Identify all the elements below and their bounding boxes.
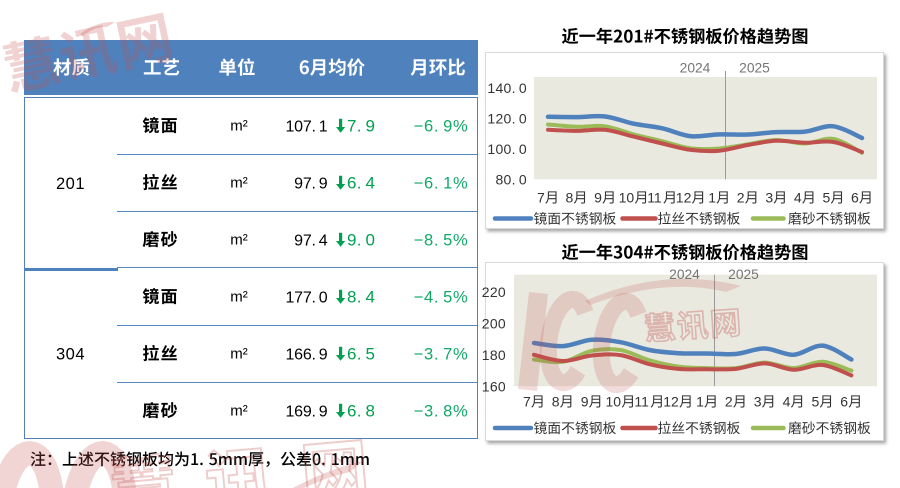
svg-text:120. 0: 120. 0 xyxy=(487,111,527,127)
svg-text:97. 9: 97. 9 xyxy=(294,176,328,193)
svg-text:4: 4 xyxy=(783,394,791,410)
svg-text:8. 4: 8. 4 xyxy=(347,288,375,307)
svg-text:11: 11 xyxy=(634,394,649,410)
svg-text:−6. 1%: −6. 1% xyxy=(414,175,469,193)
svg-text:m²: m² xyxy=(230,175,248,192)
svg-text:7: 7 xyxy=(523,394,531,410)
svg-text:12: 12 xyxy=(663,394,679,410)
svg-text:−6. 9%: −6. 9% xyxy=(414,118,469,136)
svg-text:m²: m² xyxy=(230,232,248,249)
svg-text:166. 9: 166. 9 xyxy=(285,347,327,364)
svg-text:3: 3 xyxy=(754,394,762,410)
svg-text:m²: m² xyxy=(230,289,248,306)
svg-text:m²: m² xyxy=(230,403,248,420)
svg-text:9. 0: 9. 0 xyxy=(347,231,375,250)
svg-text:2: 2 xyxy=(725,394,733,410)
svg-text:9: 9 xyxy=(581,394,589,410)
svg-text:−3. 8%: −3. 8% xyxy=(414,403,469,421)
svg-text:177. 0: 177. 0 xyxy=(285,290,327,307)
svg-text:7. 9: 7. 9 xyxy=(347,117,375,136)
svg-text:6. 5: 6. 5 xyxy=(347,345,375,364)
svg-text:5: 5 xyxy=(812,394,820,410)
svg-text:8: 8 xyxy=(552,394,560,410)
svg-text:169. 9: 169. 9 xyxy=(285,404,327,421)
svg-text:97. 4: 97. 4 xyxy=(294,233,328,250)
svg-text:2025: 2025 xyxy=(739,61,770,76)
svg-text:201: 201 xyxy=(56,175,85,193)
svg-text:6: 6 xyxy=(851,190,859,206)
svg-text:2024: 2024 xyxy=(669,267,700,282)
svg-text:11: 11 xyxy=(647,190,662,206)
svg-text:2: 2 xyxy=(737,190,745,206)
svg-text:6. 8: 6. 8 xyxy=(347,402,375,421)
svg-text:−8. 5%: −8. 5% xyxy=(414,232,469,250)
svg-text:5: 5 xyxy=(823,190,831,206)
svg-text:107. 1: 107. 1 xyxy=(285,119,327,136)
svg-text:180: 180 xyxy=(482,347,506,363)
svg-text:8: 8 xyxy=(566,190,574,206)
svg-text:−4. 5%: −4. 5% xyxy=(414,289,469,307)
svg-text:7: 7 xyxy=(537,190,545,206)
svg-text:80. 0: 80. 0 xyxy=(495,172,527,188)
svg-text:10: 10 xyxy=(606,394,622,410)
svg-text:1: 1 xyxy=(696,394,704,410)
svg-text:304: 304 xyxy=(56,346,85,364)
svg-text:220: 220 xyxy=(482,284,506,300)
svg-text:−3. 7%: −3. 7% xyxy=(414,346,469,364)
svg-text:200: 200 xyxy=(482,316,506,332)
svg-text:9: 9 xyxy=(594,190,602,206)
svg-text:m²: m² xyxy=(230,346,248,363)
svg-text:2024: 2024 xyxy=(680,61,711,76)
svg-text:6: 6 xyxy=(840,394,848,410)
svg-text:6. 4: 6. 4 xyxy=(347,174,375,193)
svg-text:3: 3 xyxy=(765,190,773,206)
svg-text:2025: 2025 xyxy=(728,267,759,282)
svg-text:10: 10 xyxy=(619,190,635,206)
svg-text:140. 0: 140. 0 xyxy=(487,80,527,96)
svg-text:100. 0: 100. 0 xyxy=(487,141,527,157)
svg-text:1: 1 xyxy=(708,190,716,206)
svg-text:12: 12 xyxy=(676,190,692,206)
svg-text:4: 4 xyxy=(794,190,802,206)
svg-text:m²: m² xyxy=(230,118,248,135)
svg-text:160: 160 xyxy=(482,379,506,395)
